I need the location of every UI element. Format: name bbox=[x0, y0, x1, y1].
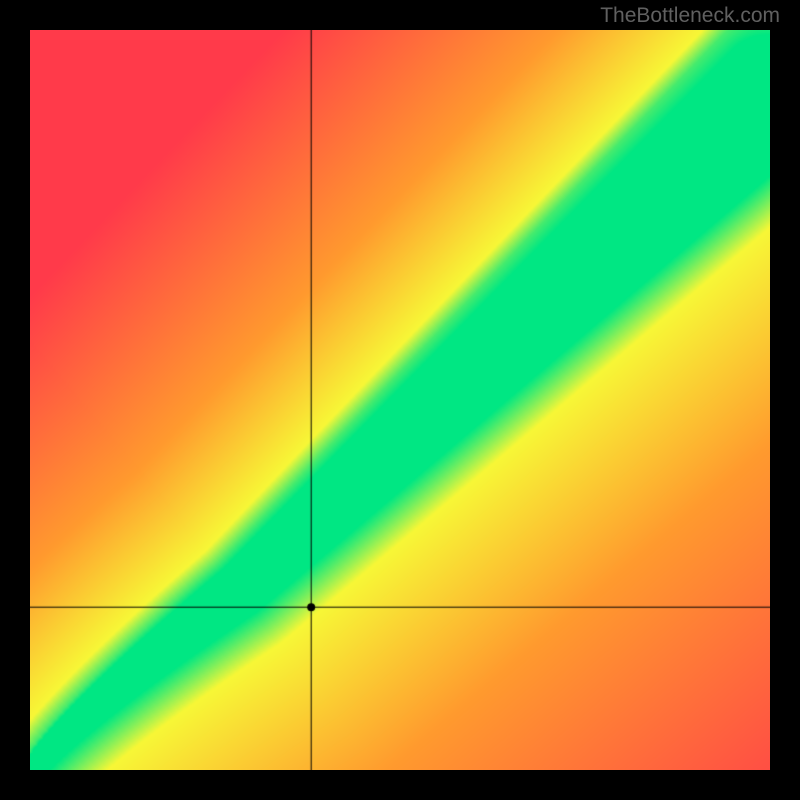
bottleneck-heatmap bbox=[30, 30, 770, 770]
watermark-text: TheBottleneck.com bbox=[600, 4, 780, 28]
chart-container: TheBottleneck.com bbox=[0, 0, 800, 800]
